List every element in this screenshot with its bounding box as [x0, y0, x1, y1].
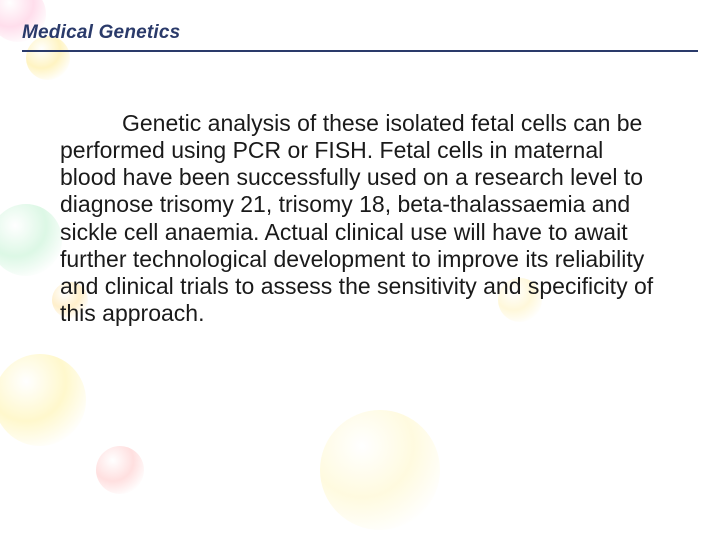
slide-header: Medical Genetics: [22, 22, 698, 52]
body-paragraph: Genetic analysis of these isolated fetal…: [60, 110, 660, 327]
page-title: Medical Genetics: [22, 22, 698, 44]
slide-body: Genetic analysis of these isolated fetal…: [60, 110, 660, 327]
bg-decoration: [0, 354, 86, 446]
slide: Medical Genetics Genetic analysis of the…: [0, 0, 720, 540]
bg-decoration: [0, 204, 62, 276]
bg-decoration: [96, 446, 144, 494]
body-paragraph-text: Genetic analysis of these isolated fetal…: [60, 110, 653, 326]
header-divider: [22, 50, 698, 52]
bg-decoration: [320, 410, 440, 530]
